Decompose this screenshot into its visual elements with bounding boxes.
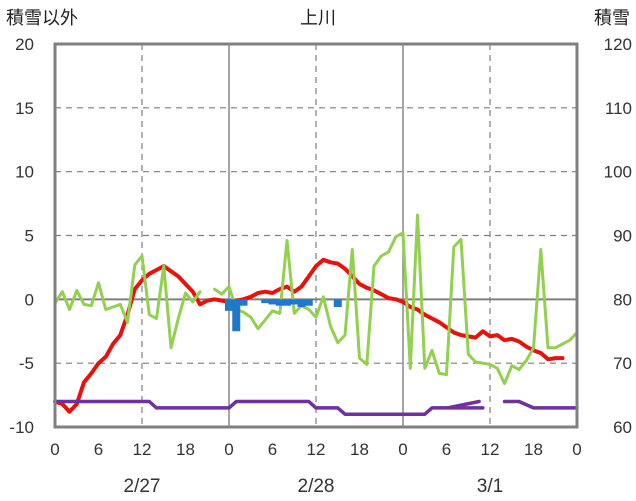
x-tick-label: 12: [133, 440, 152, 459]
right-tick-label: 70: [613, 354, 632, 373]
left-tick-label: 15: [15, 99, 34, 118]
date-label: 2/27: [124, 476, 161, 497]
green-series-line: [53, 254, 202, 350]
x-tick-label: 0: [224, 440, 233, 459]
x-tick-label: 6: [268, 440, 277, 459]
left-tick-label: -5: [19, 354, 34, 373]
left-axis-label: 積雪以外: [6, 8, 78, 29]
right-axis-label: 積雪: [594, 8, 630, 29]
right-tick-label: 80: [613, 290, 632, 309]
plot-frame: [53, 42, 579, 429]
x-tick-label: 0: [572, 440, 581, 459]
purple-series-line: [53, 399, 485, 416]
right-tick-label: 120: [604, 35, 632, 54]
x-tick-label: 18: [176, 440, 195, 459]
date-label: 2/28: [298, 476, 335, 497]
x-tick-label: 12: [307, 440, 326, 459]
plot-border: [53, 42, 579, 429]
precip-bar: [261, 299, 270, 304]
series-layer: [53, 213, 579, 416]
right-tick-label: 60: [613, 418, 632, 437]
left-tick-label: 5: [25, 227, 34, 246]
right-tick-label: 100: [604, 163, 632, 182]
precip-bar: [333, 299, 342, 307]
x-tick-label: 12: [481, 440, 500, 459]
precip-bar: [283, 299, 291, 306]
left-tick-label: 20: [15, 35, 34, 54]
purple-series-line: [502, 399, 579, 410]
red-series-line: [53, 257, 565, 414]
precip-bar: [304, 299, 313, 306]
left-tick-label: 0: [25, 290, 34, 309]
x-tick-label: 0: [398, 440, 407, 459]
left-tick-label: -10: [9, 418, 34, 437]
precip-bar: [239, 299, 248, 306]
precip-bar: [275, 299, 284, 306]
precip-bar: [268, 299, 277, 305]
date-label: 3/1: [477, 476, 503, 497]
title-and-axis-labels: 上川 積雪以外 積雪: [6, 8, 630, 29]
x-tick-label: 6: [442, 440, 451, 459]
purple-series-line: [446, 399, 481, 410]
right-tick-label: 110: [605, 99, 632, 118]
x-tick-label: 18: [350, 440, 369, 459]
precip-bar: [225, 299, 233, 311]
x-tick-label: 0: [50, 440, 59, 459]
x-tick-label: 6: [94, 440, 103, 459]
x-tick-label: 18: [524, 440, 543, 459]
green-series-line: [213, 213, 579, 386]
precip-bar: [297, 299, 306, 307]
precip-bar: [232, 299, 241, 332]
left-tick-label: 10: [15, 163, 34, 182]
chart-title: 上川: [300, 8, 336, 29]
right-tick-label: 90: [613, 227, 632, 246]
precip-bar: [290, 299, 299, 305]
